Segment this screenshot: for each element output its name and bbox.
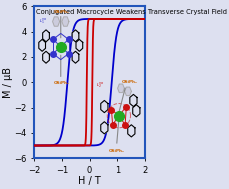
Text: Conjugated Macrocycle Weakens Transverse Crystal Field and Boosts Axiality: Conjugated Macrocycle Weakens Transverse…	[36, 9, 229, 15]
Y-axis label: M / μB: M / μB	[3, 67, 13, 98]
X-axis label: H / T: H / T	[78, 176, 101, 186]
